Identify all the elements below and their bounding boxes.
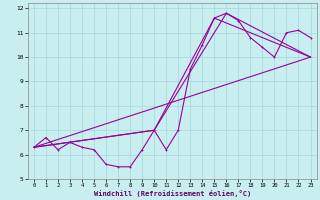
X-axis label: Windchill (Refroidissement éolien,°C): Windchill (Refroidissement éolien,°C) [94, 190, 251, 197]
